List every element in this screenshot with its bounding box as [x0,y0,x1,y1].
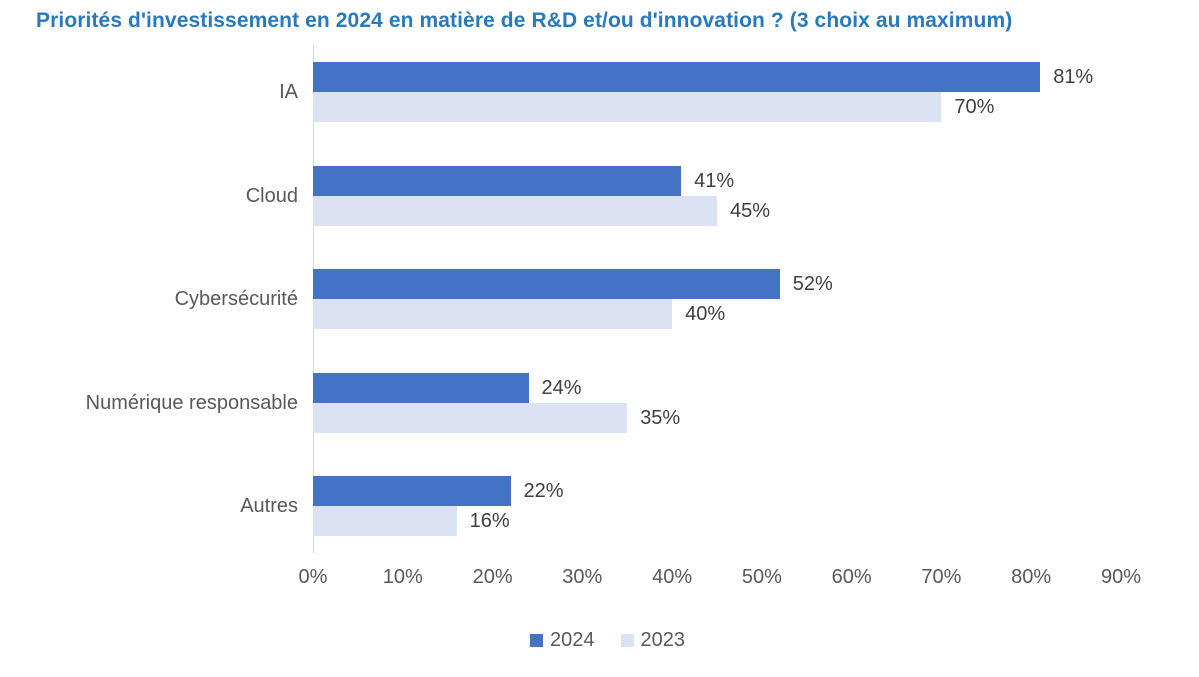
category-label-ia: IA [279,81,298,103]
value-label-2024-autres: 22% [523,480,564,502]
value-label-2023-numerique-responsable: 35% [640,407,681,429]
x-tick-label-80pct: 80% [1011,566,1052,588]
x-tick-label-90pct: 90% [1100,566,1142,588]
value-label-2023-autres: 16% [469,510,510,532]
chart-legend: 2024 2023 [0,629,1199,652]
x-tick-label-50pct: 50% [741,566,782,588]
category-label-autres: Autres [240,495,298,517]
bar-2023-cybersecurite [313,299,673,329]
legend-item-2024: 2024 [530,629,595,652]
x-tick-label-10pct: 10% [382,566,423,588]
category-label-numerique-responsable: Numérique responsable [85,392,298,414]
x-tick-label-40pct: 40% [652,566,693,588]
value-label-2024-cybersecurite: 52% [792,273,833,295]
legend-swatch-2023 [620,634,634,647]
x-tick-label-70pct: 70% [921,566,962,588]
x-tick-label-0pct: 0% [298,566,328,588]
bar-2024-autres [313,476,511,506]
value-label-2024-ia: 81% [1053,66,1094,88]
bar-2023-numerique-responsable [313,403,628,433]
bar-2023-cloud [313,196,717,226]
category-label-cloud: Cloud [245,185,298,207]
value-label-2023-ia: 70% [954,96,995,118]
value-label-2024-numerique-responsable: 24% [541,377,582,399]
bar-2024-cybersecurite [313,269,780,299]
x-tick-label-20pct: 20% [472,566,513,588]
value-label-2023-cybersecurite: 40% [685,303,726,325]
x-tick-label-60pct: 60% [831,566,872,588]
legend-label-2024: 2024 [550,629,595,651]
legend-swatch-2024 [530,634,543,647]
chart-title: Priorités d'investissement en 2024 en ma… [36,9,1013,32]
bar-2023-autres [313,506,457,536]
legend-item-2023: 2023 [620,629,686,652]
value-label-2023-cloud: 45% [730,200,771,222]
bar-2024-cloud [313,166,682,196]
legend-label-2023: 2023 [640,629,686,651]
category-label-cybersecurite: Cybersécurité [174,288,298,310]
bar-2024-numerique-responsable [313,373,529,403]
x-tick-label-30pct: 30% [562,566,603,588]
value-label-2024-cloud: 41% [694,170,735,192]
bar-2023-ia [313,92,942,122]
bar-2024-ia [313,62,1041,92]
